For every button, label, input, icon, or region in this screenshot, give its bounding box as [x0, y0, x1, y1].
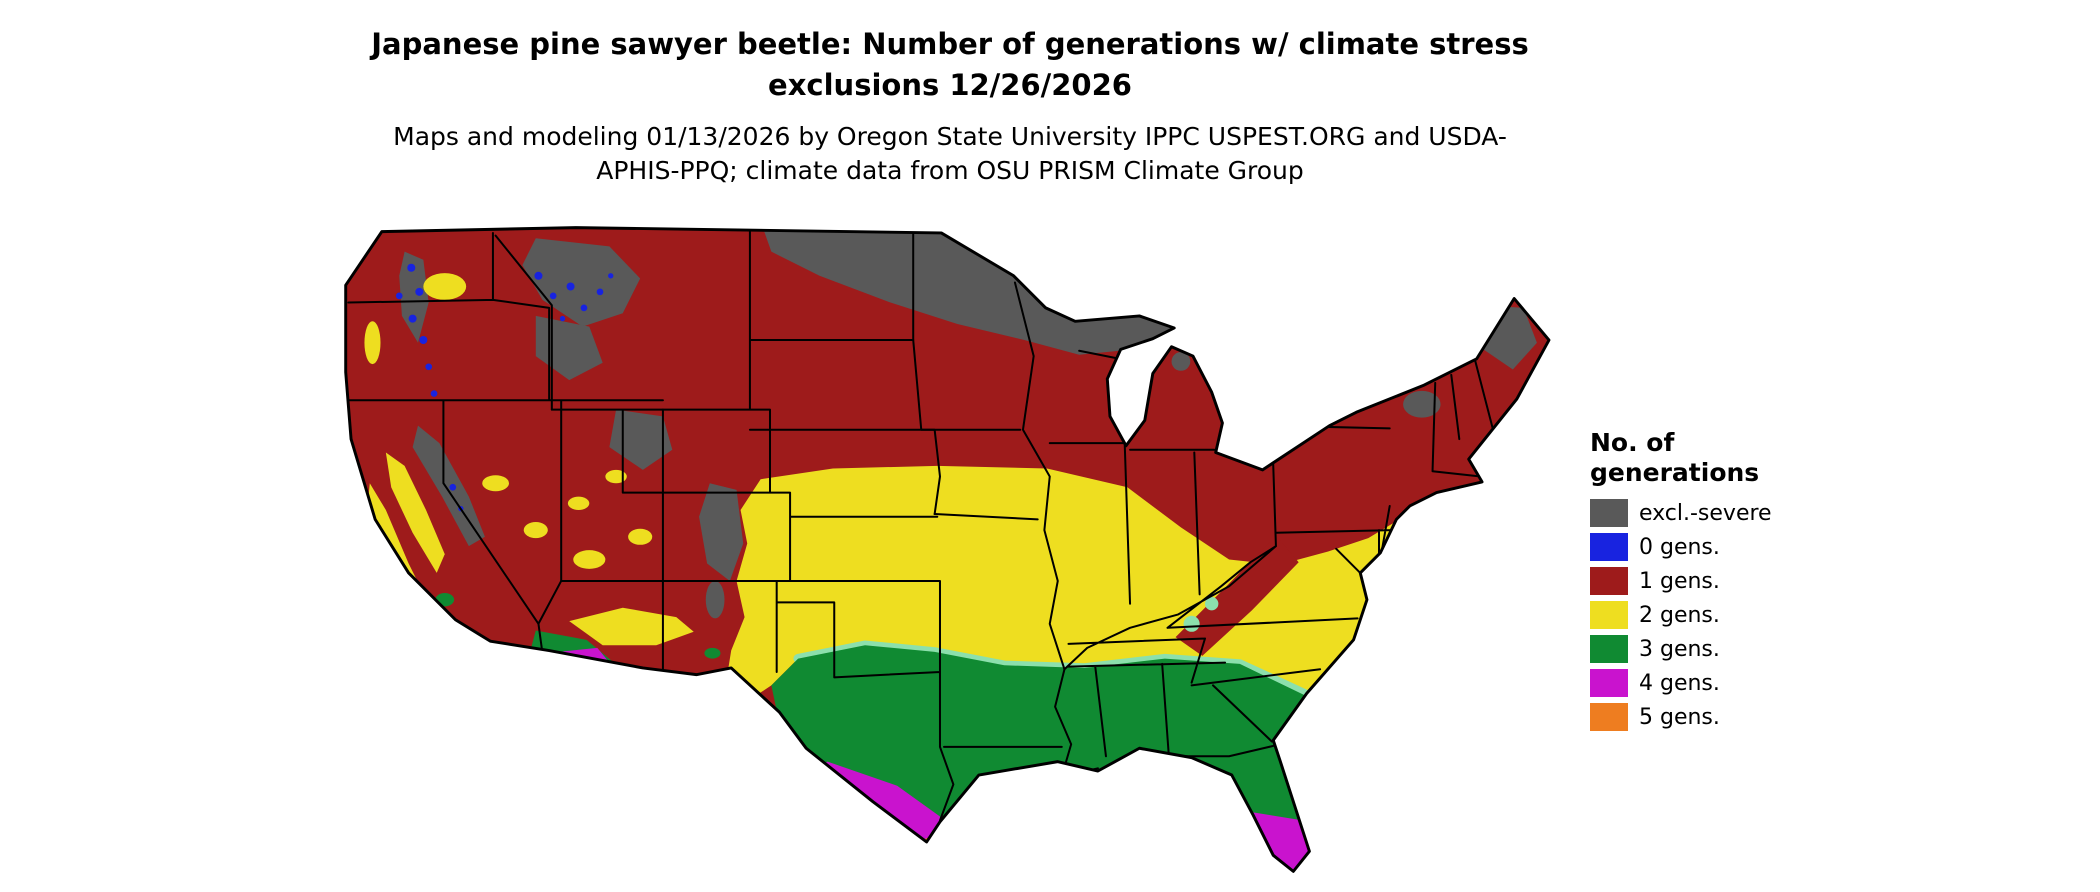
gen3-swatch [1590, 635, 1628, 663]
legend-entry: excl.-severe [1590, 499, 1820, 527]
legend-entry: 5 gens. [1590, 703, 1820, 731]
legend-label: 0 gens. [1639, 534, 1720, 560]
us-map-svg [344, 226, 1551, 873]
legend-title: No. of generations [1590, 428, 1760, 487]
gen5-swatch [1590, 703, 1628, 731]
legend-label: 2 gens. [1639, 602, 1720, 628]
state-borders [345, 227, 1496, 822]
legend: No. of generations excl.-severe 0 gens. 1 … [1590, 428, 1820, 737]
legend-label: excl.-severe [1639, 500, 1772, 526]
legend-label: 5 gens. [1639, 704, 1720, 730]
page-title: Japanese pine sawyer beetle: Number of g… [371, 27, 1529, 102]
legend-label: 1 gens. [1639, 568, 1720, 594]
legend-label: 4 gens. [1639, 670, 1720, 696]
us-generations-map [335, 222, 1553, 881]
gen2-swatch [1590, 601, 1628, 629]
excl-swatch [1590, 499, 1628, 527]
legend-entry: 0 gens. [1590, 533, 1820, 561]
legend-entries: excl.-severe 0 gens. 1 gens. 2 gens. 3 gens.… [1590, 499, 1820, 731]
gen0-swatch [1590, 533, 1628, 561]
us-outline [344, 226, 1551, 873]
region-0-gens [395, 263, 614, 512]
page-subtitle: Maps and modeling 01/13/2026 by Oregon S… [393, 122, 1507, 185]
legend-label: 3 gens. [1639, 636, 1720, 662]
gen4-swatch [1590, 669, 1628, 697]
legend-entry: 1 gens. [1590, 567, 1820, 595]
legend-entry: 4 gens. [1590, 669, 1820, 697]
legend-entry: 2 gens. [1590, 601, 1820, 629]
gen1-swatch [1590, 567, 1628, 595]
legend-entry: 3 gens. [1590, 635, 1820, 663]
